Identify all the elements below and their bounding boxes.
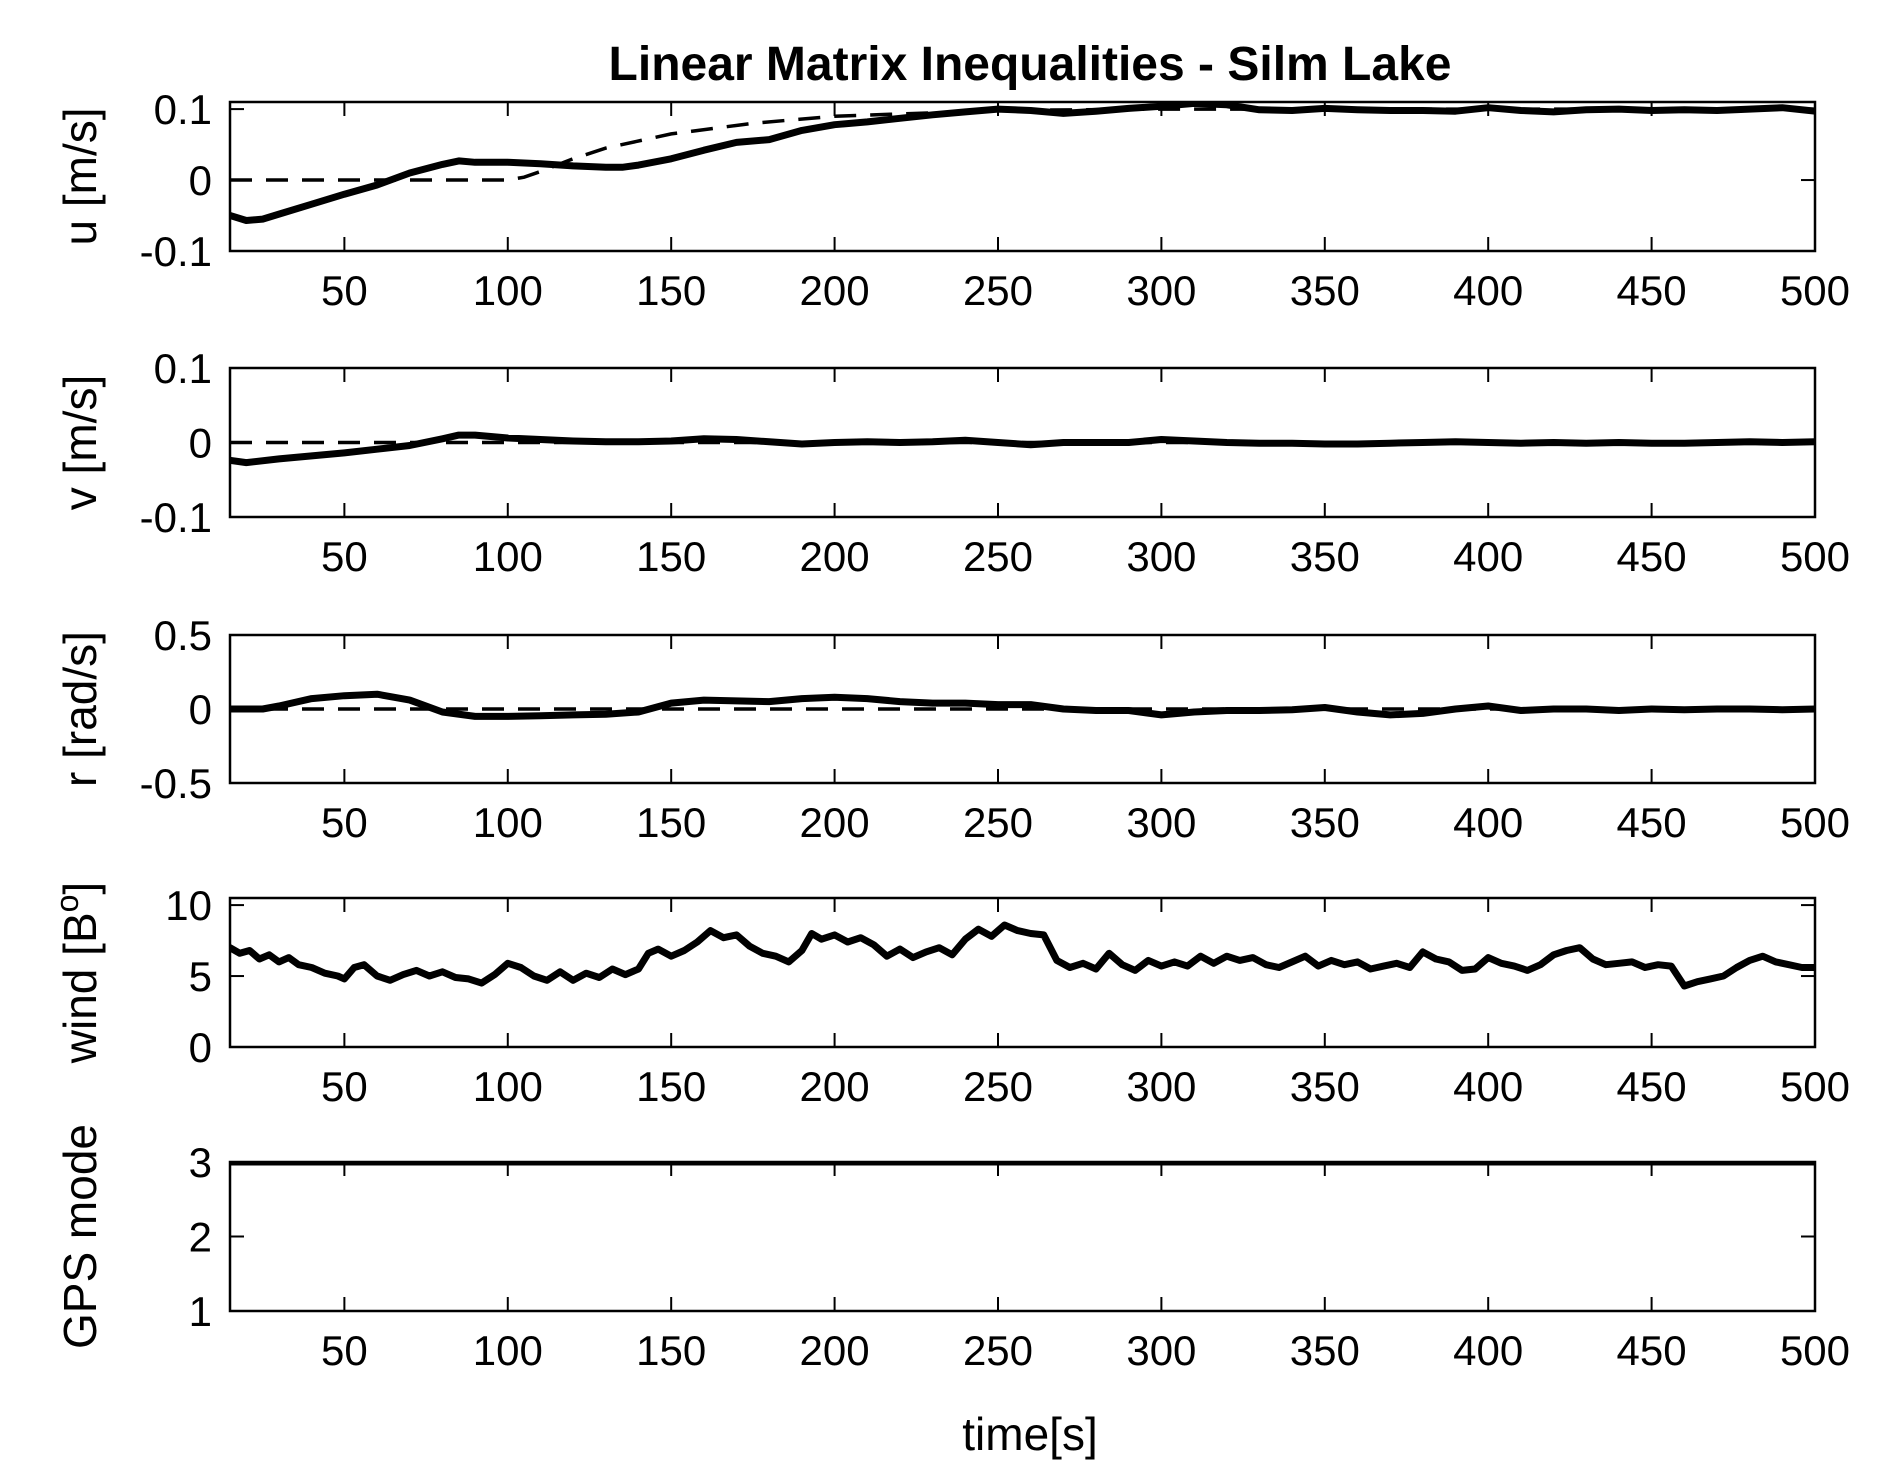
x-tick-label-v-100: 100 <box>473 533 543 580</box>
x-tick-label-r-200: 200 <box>800 799 870 846</box>
y-tick-label-gps-2: 3 <box>189 1139 212 1186</box>
x-tick-label-r-150: 150 <box>636 799 706 846</box>
x-axis-label: time[s] <box>962 1408 1097 1460</box>
measured-line-u <box>230 102 1815 224</box>
chart-title: Linear Matrix Inequalities - Silm Lake <box>609 38 1452 91</box>
y-tick-label-wind-2: 10 <box>165 882 212 929</box>
x-tick-label-r-250: 250 <box>963 799 1033 846</box>
measured-line-v <box>230 431 1815 467</box>
x-tick-label-u-500: 500 <box>1780 267 1850 314</box>
x-tick-label-wind-100: 100 <box>473 1063 543 1110</box>
subplot-wind: 50 100 150 200 250 300 350 400 450 500 0 5 10 wind [B… <box>49 882 1850 1110</box>
reference-line-u <box>230 107 1815 182</box>
subplot-u: 50 100 150 200 250 300 350 400 450 500 -0.1 0 0.1 u [… <box>54 86 1850 314</box>
y-tick-label-r-1: 0 <box>189 686 212 733</box>
subplot-v: 50 100 150 200 250 300 350 400 450 500 -0.1 0 0.1 v [… <box>54 345 1850 580</box>
x-tick-label-gps-350: 350 <box>1290 1327 1360 1374</box>
x-tick-label-r-50: 50 <box>321 799 368 846</box>
x-tick-label-gps-50: 50 <box>321 1327 368 1374</box>
x-tick-label-v-400: 400 <box>1453 533 1523 580</box>
measured-line-wind <box>230 921 1815 990</box>
x-tick-label-v-300: 300 <box>1126 533 1196 580</box>
x-tick-label-r-400: 400 <box>1453 799 1523 846</box>
y-axis-label-r: r [rad/s] <box>54 631 106 787</box>
subplot-gps: 50 100 150 200 250 300 350 400 450 500 1 2 3 GPS mode <box>54 1124 1850 1374</box>
x-tick-label-u-450: 450 <box>1617 267 1687 314</box>
y-tick-label-r-2: 0.5 <box>154 612 212 659</box>
y-tick-label-v-1: 0 <box>189 420 212 467</box>
x-tick-label-v-350: 350 <box>1290 533 1360 580</box>
x-tick-label-gps-400: 400 <box>1453 1327 1523 1374</box>
x-tick-label-wind-50: 50 <box>321 1063 368 1110</box>
y-axis-label-wind: wind [Bo] <box>49 882 106 1064</box>
x-tick-label-u-50: 50 <box>321 267 368 314</box>
x-tick-label-gps-300: 300 <box>1126 1327 1196 1374</box>
y-tick-label-u-2: 0.1 <box>154 86 212 133</box>
y-axis-label-text-r: r [rad/s] <box>54 631 106 787</box>
y-tick-label-wind-1: 5 <box>189 953 212 1000</box>
x-tick-label-wind-200: 200 <box>800 1063 870 1110</box>
x-tick-label-wind-400: 400 <box>1453 1063 1523 1110</box>
y-tick-label-r-0: -0.5 <box>140 760 212 807</box>
axes-frame-v <box>228 366 1817 519</box>
x-tick-label-r-300: 300 <box>1126 799 1196 846</box>
axes-frame-gps <box>228 1160 1817 1313</box>
y-axis-label-v: v [m/s] <box>54 375 106 510</box>
x-tick-label-gps-250: 250 <box>963 1327 1033 1374</box>
x-tick-label-r-450: 450 <box>1617 799 1687 846</box>
y-tick-label-gps-0: 1 <box>189 1288 212 1335</box>
x-tick-label-gps-500: 500 <box>1780 1327 1850 1374</box>
x-tick-label-r-500: 500 <box>1780 799 1850 846</box>
y-axis-label-superscript-wind: o <box>49 895 85 913</box>
y-axis-label-text-wind: wind [B <box>54 912 106 1064</box>
x-tick-label-u-100: 100 <box>473 267 543 314</box>
x-tick-label-u-150: 150 <box>636 267 706 314</box>
x-tick-label-wind-500: 500 <box>1780 1063 1850 1110</box>
x-tick-label-v-50: 50 <box>321 533 368 580</box>
axes-frame-u <box>228 100 1817 253</box>
y-tick-label-v-0: -0.1 <box>140 494 212 541</box>
x-tick-label-u-300: 300 <box>1126 267 1196 314</box>
y-axis-label-u: u [m/s] <box>54 107 106 245</box>
x-tick-label-wind-300: 300 <box>1126 1063 1196 1110</box>
x-tick-label-u-200: 200 <box>800 267 870 314</box>
y-tick-label-u-0: -0.1 <box>140 228 212 275</box>
x-tick-label-u-400: 400 <box>1453 267 1523 314</box>
y-axis-label-text-gps: GPS mode <box>54 1124 106 1349</box>
y-tick-label-u-1: 0 <box>189 157 212 204</box>
x-tick-label-gps-200: 200 <box>800 1327 870 1374</box>
x-tick-label-u-250: 250 <box>963 267 1033 314</box>
x-tick-label-wind-150: 150 <box>636 1063 706 1110</box>
x-tick-label-u-350: 350 <box>1290 267 1360 314</box>
y-axis-label-text-v: v [m/s] <box>54 375 106 510</box>
x-tick-label-wind-350: 350 <box>1290 1063 1360 1110</box>
axes-frame-wind <box>228 896 1817 1049</box>
y-axis-label-text-u: u [m/s] <box>54 107 106 245</box>
axes-frame-r <box>228 633 1817 785</box>
x-tick-label-gps-100: 100 <box>473 1327 543 1374</box>
x-tick-label-v-450: 450 <box>1617 533 1687 580</box>
y-tick-label-v-2: 0.1 <box>154 345 212 392</box>
y-axis-label-gps: GPS mode <box>54 1124 106 1349</box>
x-tick-label-v-200: 200 <box>800 533 870 580</box>
y-axis-label-suffix-wind: ] <box>54 882 106 895</box>
x-tick-label-wind-250: 250 <box>963 1063 1033 1110</box>
x-tick-label-v-250: 250 <box>963 533 1033 580</box>
y-tick-label-wind-0: 0 <box>189 1024 212 1071</box>
y-tick-label-gps-1: 2 <box>189 1214 212 1261</box>
subplot-r: 50 100 150 200 250 300 350 400 450 500 -0.5 0 0.5 r [… <box>54 612 1850 846</box>
x-tick-label-r-350: 350 <box>1290 799 1360 846</box>
measured-line-r <box>230 690 1815 720</box>
x-tick-label-wind-450: 450 <box>1617 1063 1687 1110</box>
x-tick-label-gps-450: 450 <box>1617 1327 1687 1374</box>
x-tick-label-r-100: 100 <box>473 799 543 846</box>
x-tick-label-gps-150: 150 <box>636 1327 706 1374</box>
subplots: 50 100 150 200 250 300 350 400 450 500-0.100.1u [… <box>49 86 1850 1374</box>
x-tick-label-v-500: 500 <box>1780 533 1850 580</box>
x-tick-label-v-150: 150 <box>636 533 706 580</box>
